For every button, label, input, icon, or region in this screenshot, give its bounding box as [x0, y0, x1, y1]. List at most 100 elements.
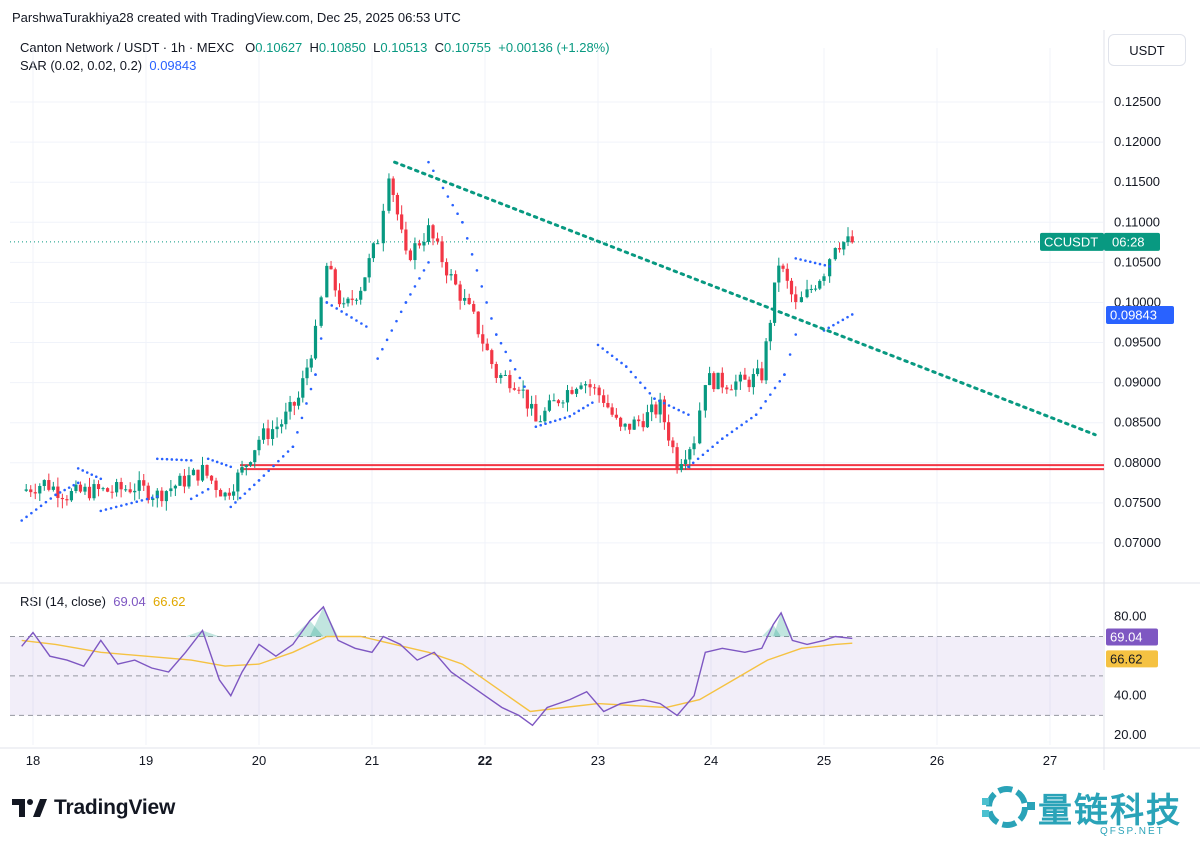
- candle-up: [387, 178, 391, 211]
- candle-up: [799, 297, 803, 303]
- currency-button[interactable]: USDT: [1108, 34, 1186, 66]
- price-tick-label: 0.11000: [1114, 214, 1160, 229]
- rsi-overbought-fill: [185, 630, 220, 637]
- sar-dot: [195, 494, 199, 497]
- candle-up: [463, 297, 467, 301]
- candle-up: [169, 488, 173, 492]
- candle-down: [712, 373, 716, 390]
- time-tick-label: 24: [704, 753, 718, 768]
- candle-down: [490, 350, 494, 365]
- sar-dot: [248, 487, 251, 491]
- sar-dot: [495, 333, 498, 336]
- candle-down: [128, 489, 132, 493]
- sar-dot: [215, 460, 219, 464]
- sar-value-badge-bg: [1106, 306, 1174, 325]
- candle-down: [444, 262, 449, 276]
- candle-up: [768, 322, 772, 342]
- candle-up: [248, 462, 253, 466]
- candle-down: [160, 490, 164, 502]
- sar-dot: [350, 316, 353, 319]
- candle-up: [83, 486, 87, 492]
- sar-dot: [725, 433, 729, 437]
- candle-down: [525, 389, 529, 409]
- rsi-line: [21, 605, 853, 727]
- sar-label[interactable]: SAR (0.02, 0.02, 0.2): [20, 58, 143, 73]
- candle-up: [69, 491, 74, 501]
- candle-up: [426, 225, 431, 242]
- sar-dot: [441, 186, 445, 190]
- candle-up: [833, 248, 837, 260]
- sar-dot: [783, 373, 786, 376]
- candle-up: [809, 288, 813, 290]
- sar-dot: [76, 481, 80, 485]
- sar-dot: [135, 500, 139, 503]
- sar-dot: [475, 269, 479, 272]
- candle-down: [641, 421, 645, 428]
- candle-down: [654, 404, 658, 415]
- sar-dot: [427, 160, 430, 164]
- candle-up: [24, 489, 28, 491]
- time-tick-label: 26: [930, 753, 944, 768]
- candle-down: [747, 379, 751, 388]
- sar-dot: [395, 319, 398, 323]
- sar-dot: [823, 263, 827, 267]
- candle-up: [583, 384, 588, 386]
- sar-dot: [539, 423, 542, 427]
- price-tick-label: 0.07000: [1114, 535, 1161, 550]
- sar-dot: [390, 329, 394, 332]
- candle-down: [431, 225, 435, 239]
- candle-down: [408, 250, 413, 261]
- sar-dot: [451, 203, 455, 207]
- sar-dot: [175, 458, 178, 461]
- rsi-label[interactable]: RSI (14, close): [20, 594, 106, 609]
- candle-down: [435, 238, 440, 242]
- rsi-ma-value: 66.62: [153, 594, 186, 609]
- candle-up: [42, 480, 46, 486]
- tradingview-logo[interactable]: TradingView: [12, 796, 175, 820]
- watermark: 量链科技: [980, 780, 1182, 834]
- sar-value-badge: 0.09843: [1110, 308, 1157, 323]
- candle-up: [716, 372, 720, 390]
- watermark-text: 量链科技: [1038, 790, 1182, 831]
- candle-up: [38, 485, 42, 494]
- sar-dot: [629, 370, 633, 374]
- low-value: 0.10513: [380, 40, 428, 55]
- candle-up: [231, 491, 236, 496]
- sar-dot: [399, 310, 403, 314]
- rsi-legend: RSI (14, close) 69.04 66.62: [20, 594, 186, 609]
- sar-dot: [677, 408, 681, 412]
- rsi-tick-label: 40.00: [1114, 688, 1147, 703]
- symbol-title[interactable]: Canton Network / USDT · 1h · MEXC: [20, 40, 235, 55]
- sar-dot: [606, 350, 609, 354]
- candle-up: [257, 439, 261, 451]
- candle-up: [574, 388, 579, 394]
- candle-down: [556, 400, 561, 404]
- candle-down: [476, 311, 480, 335]
- candle-up: [846, 236, 850, 243]
- rsi-tick-label: 80.00: [1114, 609, 1147, 624]
- candle-up: [371, 243, 376, 259]
- time-tick-label: 25: [817, 753, 831, 768]
- candle-up: [280, 424, 284, 427]
- candle-up: [124, 489, 128, 491]
- tradingview-logo-icon: [12, 799, 47, 817]
- sar-dot: [49, 497, 53, 500]
- sar-dot: [721, 437, 724, 441]
- sar-dot: [185, 458, 188, 462]
- sar-dot: [413, 285, 417, 288]
- candle-up: [805, 289, 809, 298]
- sar-dot: [381, 347, 384, 351]
- candle-up: [313, 325, 318, 359]
- rsi-overbought-fill: [761, 624, 782, 637]
- candle-up: [683, 459, 688, 464]
- last-price-time-badge: 06:28: [1112, 234, 1145, 249]
- open-value: 0.10627: [255, 40, 303, 55]
- sar-dot: [220, 462, 224, 465]
- sar-dot: [701, 453, 705, 457]
- candle-up: [650, 404, 654, 413]
- sar-dot: [376, 357, 379, 360]
- price-tick-label: 0.12500: [1114, 94, 1161, 109]
- sar-dot: [104, 508, 108, 511]
